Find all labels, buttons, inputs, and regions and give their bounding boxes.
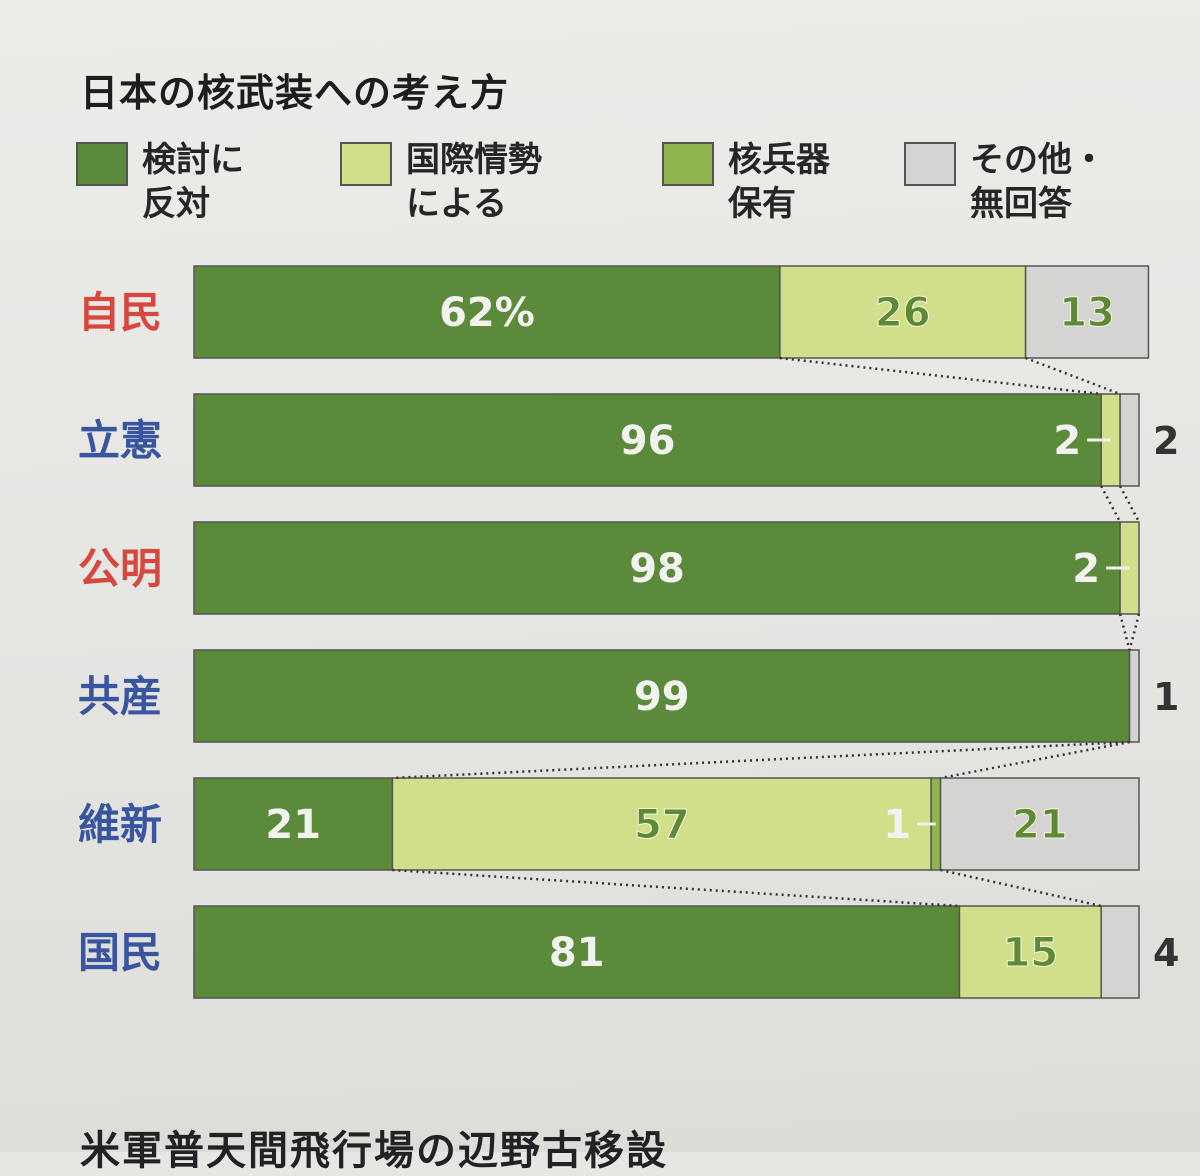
next-article-heading: 米軍普天間飛行場の辺野古移設 <box>80 1128 668 1174</box>
data-label: 57 <box>634 802 690 848</box>
legend-label-possess: 核兵器 保有 <box>728 140 830 224</box>
data-label: 2 <box>1053 418 1081 464</box>
connector-line <box>1128 613 1141 651</box>
legend-label-other: その他・ 無回答 <box>970 140 1106 224</box>
category-label: 共産 <box>78 672 162 721</box>
connector-line <box>940 868 1102 908</box>
category-label: 自民 <box>78 288 162 337</box>
bar-segment <box>193 393 1102 487</box>
legend-item-oppose: 検討に 反対 <box>76 138 244 226</box>
bar-segment <box>939 777 1140 871</box>
category-label: 維新 <box>78 800 162 849</box>
connector-line <box>1100 485 1122 523</box>
data-label: 1 <box>883 802 911 848</box>
chart-title: 日本の核武装への考え方 <box>80 71 510 115</box>
category-label: 国民 <box>78 928 162 977</box>
bar-segment <box>193 265 781 359</box>
bar-segment <box>391 777 932 871</box>
legend-label-oppose: 検討に 反対 <box>142 140 244 224</box>
data-label: 21 <box>1012 802 1068 848</box>
connector-line <box>940 740 1130 780</box>
legend-item-other: その他・ 無回答 <box>904 138 1106 226</box>
bar-segment <box>779 265 1027 359</box>
category-label: 立憲 <box>78 416 162 465</box>
data-label: 1 <box>1153 675 1179 719</box>
connector-line <box>392 740 1130 780</box>
data-label: 15 <box>1002 930 1058 976</box>
data-label: 98 <box>629 546 685 592</box>
legend-swatch-possess <box>662 142 714 186</box>
data-label: 4 <box>1153 931 1179 975</box>
connector-line <box>392 868 960 908</box>
stacked-bar-chart: 自民 62% 26 13 立憲 96 2 2 公明 98 2 共産 99 1 維新 21 57 1 21 国民 81 15… <box>78 265 1179 999</box>
bar-segment <box>958 905 1102 999</box>
data-label: 2 <box>1072 546 1100 592</box>
legend-swatch-other <box>904 142 956 186</box>
bar-segment <box>193 777 394 871</box>
category-label: 公明 <box>78 544 162 593</box>
connector-line <box>1118 485 1141 523</box>
connector-line <box>1118 613 1131 651</box>
legend-label-international: 国際情勢 による <box>406 140 542 224</box>
data-label: 21 <box>265 802 321 848</box>
legend-item-international: 国際情勢 による <box>340 138 542 226</box>
connector-line <box>1025 356 1121 396</box>
bar-segment <box>1119 393 1140 487</box>
data-label: 13 <box>1059 290 1115 336</box>
legend-swatch-oppose <box>76 142 128 186</box>
bar-segment <box>1128 649 1140 743</box>
bar-segment <box>1024 265 1150 359</box>
data-label: 96 <box>620 418 676 464</box>
data-label: 99 <box>634 674 690 720</box>
bar-segment <box>193 521 1121 615</box>
bar-segment <box>193 649 1131 743</box>
data-label: 26 <box>875 290 931 336</box>
data-label: 2 <box>1153 419 1179 463</box>
legend-item-possess: 核兵器 保有 <box>662 138 830 226</box>
data-label: 81 <box>549 930 605 976</box>
bar-segment <box>1100 905 1140 999</box>
connector-line <box>779 356 1102 396</box>
legend-swatch-international <box>340 142 392 186</box>
data-label: 62% <box>439 290 535 336</box>
